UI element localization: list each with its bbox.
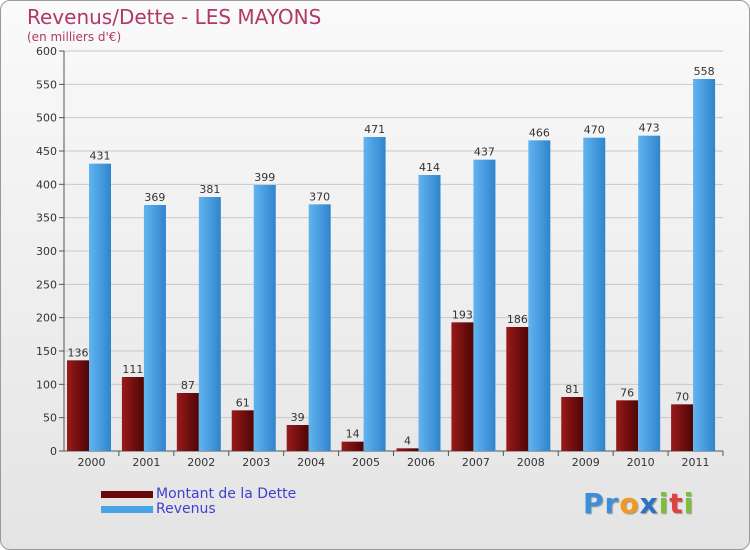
y-tick-label: 300: [36, 245, 57, 258]
x-tick-label: 2010: [627, 456, 655, 469]
y-tick-label: 250: [36, 278, 57, 291]
y-tick-label: 550: [36, 78, 57, 91]
y-tick-label: 0: [50, 445, 57, 458]
bar-revenus: [473, 159, 496, 451]
logo-part: x: [639, 487, 659, 520]
data-label-dette: 70: [675, 390, 689, 403]
bar-dette: [506, 327, 529, 451]
x-tick-label: 2008: [517, 456, 545, 469]
x-tick-label: 2001: [132, 456, 160, 469]
bar-dette: [121, 377, 144, 451]
data-label-dette: 111: [122, 363, 143, 376]
data-label-revenus: 558: [694, 65, 715, 78]
bar-dette: [561, 397, 584, 451]
y-tick-label: 200: [36, 312, 57, 325]
bar-dette: [396, 448, 419, 451]
data-label-revenus: 399: [254, 171, 275, 184]
bar-revenus: [418, 175, 441, 451]
bar-revenus: [143, 205, 166, 451]
bar-dette: [67, 360, 89, 451]
y-tick-label: 450: [36, 145, 57, 158]
data-label-dette: 81: [565, 383, 579, 396]
bar-revenus: [363, 137, 386, 451]
logo-part: i: [683, 487, 695, 520]
y-tick-label: 400: [36, 178, 57, 191]
chart-subtitle: (en milliers d'€): [27, 30, 122, 44]
bar-revenus: [693, 79, 716, 451]
proxiti-logo: Proxiti: [583, 487, 694, 520]
bar-revenus: [253, 185, 276, 451]
data-label-revenus: 381: [199, 183, 220, 196]
y-tick-label: 50: [43, 412, 57, 425]
x-tick-label: 2003: [242, 456, 270, 469]
y-tick-label: 350: [36, 212, 57, 225]
bar-revenus: [308, 204, 331, 451]
data-label-revenus: 471: [364, 123, 385, 136]
data-label-revenus: 466: [529, 126, 550, 139]
data-label-dette: 87: [181, 379, 195, 392]
bar-dette: [341, 441, 364, 451]
data-label-revenus: 473: [639, 122, 660, 135]
bar-dette: [176, 393, 199, 451]
chart-title: Revenus/Dette - LES MAYONS: [27, 5, 322, 29]
legend-swatch-debt: [101, 491, 153, 498]
x-tick-label: 2011: [682, 456, 710, 469]
x-tick-label: 2002: [187, 456, 215, 469]
data-label-revenus: 414: [419, 161, 440, 174]
y-tick-label: 600: [36, 45, 57, 58]
y-tick-label: 500: [36, 112, 57, 125]
legend-swatch-revenus: [101, 506, 153, 513]
x-tick-label: 2009: [572, 456, 600, 469]
data-label-revenus: 369: [144, 191, 165, 204]
data-label-revenus: 370: [309, 190, 330, 203]
data-label-dette: 14: [346, 428, 360, 441]
data-label-revenus: 470: [584, 124, 605, 137]
bar-revenus: [583, 137, 606, 451]
bar-revenus: [89, 163, 111, 451]
bar-revenus: [198, 197, 221, 451]
data-label-dette: 76: [620, 386, 634, 399]
x-tick-label: 2000: [77, 456, 105, 469]
logo-part: Pr: [583, 487, 620, 520]
bar-dette: [671, 404, 694, 451]
data-label-dette: 61: [236, 396, 250, 409]
logo-part: o: [619, 487, 640, 520]
x-tick-label: 2004: [297, 456, 325, 469]
bar-dette: [231, 410, 254, 451]
bar-dette: [451, 322, 474, 451]
x-tick-label: 2006: [407, 456, 435, 469]
y-tick-label: 100: [36, 378, 57, 391]
data-label-dette: 4: [404, 434, 411, 447]
x-tick-label: 2005: [352, 456, 380, 469]
data-label-dette: 193: [452, 308, 473, 321]
data-label-dette: 186: [507, 313, 528, 326]
bar-revenus: [528, 140, 551, 452]
bar-dette: [286, 425, 309, 451]
legend-label-revenus: Revenus: [156, 501, 216, 517]
data-label-dette: 39: [291, 411, 305, 424]
x-tick-label: 2007: [462, 456, 490, 469]
bar-dette: [616, 400, 639, 451]
legend-label-debt: Montant de la Dette: [156, 486, 297, 502]
data-label-revenus: 431: [90, 150, 111, 163]
bar-revenus: [638, 135, 661, 451]
y-tick-label: 150: [36, 345, 57, 358]
logo-part: t: [669, 487, 684, 520]
data-label-dette: 136: [68, 346, 89, 359]
logo-part: i: [658, 487, 670, 520]
data-label-revenus: 437: [474, 146, 495, 159]
